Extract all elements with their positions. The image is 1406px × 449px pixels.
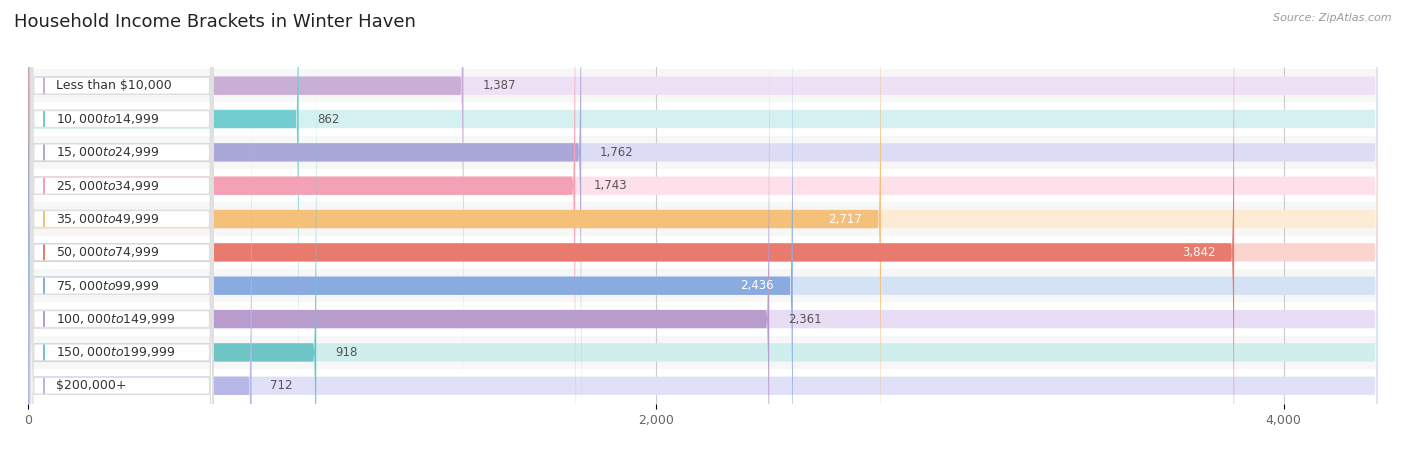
FancyBboxPatch shape xyxy=(28,28,1378,449)
Text: 918: 918 xyxy=(335,346,357,359)
Text: 2,436: 2,436 xyxy=(741,279,773,292)
Text: $200,000+: $200,000+ xyxy=(56,379,127,392)
FancyBboxPatch shape xyxy=(28,0,464,410)
Bar xyxy=(28,136,1378,169)
FancyBboxPatch shape xyxy=(28,0,581,449)
Text: 712: 712 xyxy=(270,379,292,392)
FancyBboxPatch shape xyxy=(28,0,1378,449)
FancyBboxPatch shape xyxy=(28,0,1378,449)
FancyBboxPatch shape xyxy=(31,0,212,449)
Text: $15,000 to $24,999: $15,000 to $24,999 xyxy=(56,145,160,159)
FancyBboxPatch shape xyxy=(28,62,1378,449)
Bar xyxy=(28,236,1378,269)
FancyBboxPatch shape xyxy=(31,0,212,449)
FancyBboxPatch shape xyxy=(31,0,212,449)
Text: 1,387: 1,387 xyxy=(482,79,516,92)
Text: 2,717: 2,717 xyxy=(828,212,862,225)
FancyBboxPatch shape xyxy=(28,28,316,449)
Bar xyxy=(28,202,1378,236)
Bar xyxy=(28,336,1378,369)
Text: $50,000 to $74,999: $50,000 to $74,999 xyxy=(56,246,160,260)
FancyBboxPatch shape xyxy=(31,0,212,449)
Text: $100,000 to $149,999: $100,000 to $149,999 xyxy=(56,312,176,326)
FancyBboxPatch shape xyxy=(28,0,882,449)
FancyBboxPatch shape xyxy=(28,0,1378,449)
FancyBboxPatch shape xyxy=(28,0,1378,443)
FancyBboxPatch shape xyxy=(31,0,212,449)
Bar xyxy=(28,69,1378,102)
Text: $35,000 to $49,999: $35,000 to $49,999 xyxy=(56,212,160,226)
Bar xyxy=(28,303,1378,336)
FancyBboxPatch shape xyxy=(31,0,212,449)
FancyBboxPatch shape xyxy=(31,0,212,449)
Text: Less than $10,000: Less than $10,000 xyxy=(56,79,172,92)
FancyBboxPatch shape xyxy=(28,0,1378,449)
Text: Household Income Brackets in Winter Haven: Household Income Brackets in Winter Have… xyxy=(14,13,416,31)
Text: $150,000 to $199,999: $150,000 to $199,999 xyxy=(56,345,176,359)
FancyBboxPatch shape xyxy=(28,0,575,449)
FancyBboxPatch shape xyxy=(28,0,1234,449)
Bar xyxy=(28,369,1378,402)
FancyBboxPatch shape xyxy=(28,0,769,449)
FancyBboxPatch shape xyxy=(31,0,212,449)
FancyBboxPatch shape xyxy=(28,0,298,443)
FancyBboxPatch shape xyxy=(28,0,1378,410)
Text: $10,000 to $14,999: $10,000 to $14,999 xyxy=(56,112,160,126)
Text: $75,000 to $99,999: $75,000 to $99,999 xyxy=(56,279,160,293)
FancyBboxPatch shape xyxy=(28,0,1378,449)
FancyBboxPatch shape xyxy=(31,0,212,449)
FancyBboxPatch shape xyxy=(28,62,252,449)
FancyBboxPatch shape xyxy=(31,0,212,449)
Bar xyxy=(28,169,1378,202)
Text: 3,842: 3,842 xyxy=(1182,246,1215,259)
Text: 862: 862 xyxy=(318,113,340,126)
Text: $25,000 to $34,999: $25,000 to $34,999 xyxy=(56,179,160,193)
Text: Source: ZipAtlas.com: Source: ZipAtlas.com xyxy=(1274,13,1392,23)
Bar xyxy=(28,102,1378,136)
Bar xyxy=(28,269,1378,303)
FancyBboxPatch shape xyxy=(28,0,1378,449)
Text: 2,361: 2,361 xyxy=(789,313,821,326)
Text: 1,743: 1,743 xyxy=(595,179,627,192)
FancyBboxPatch shape xyxy=(28,0,793,449)
Text: 1,762: 1,762 xyxy=(600,146,634,159)
